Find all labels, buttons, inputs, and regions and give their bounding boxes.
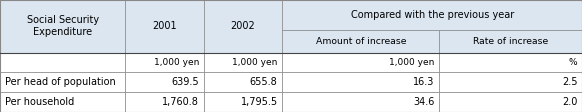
Text: 16.3: 16.3 bbox=[413, 77, 435, 87]
Bar bbox=[125, 0, 204, 53]
Text: Per head of population: Per head of population bbox=[5, 77, 115, 87]
Bar bbox=[282, 92, 439, 112]
Bar bbox=[282, 72, 439, 92]
Bar bbox=[204, 72, 282, 92]
Bar bbox=[0, 53, 125, 72]
Bar bbox=[439, 30, 582, 53]
Text: 655.8: 655.8 bbox=[250, 77, 278, 87]
Bar bbox=[204, 92, 282, 112]
Text: 639.5: 639.5 bbox=[172, 77, 199, 87]
Text: 1,760.8: 1,760.8 bbox=[162, 97, 199, 107]
Bar bbox=[0, 72, 125, 92]
Text: 2001: 2001 bbox=[152, 21, 177, 31]
Text: 2.5: 2.5 bbox=[562, 77, 577, 87]
Text: 1,000 yen: 1,000 yen bbox=[232, 58, 278, 67]
Text: %: % bbox=[569, 58, 577, 67]
Bar bbox=[439, 72, 582, 92]
Text: 2.0: 2.0 bbox=[562, 97, 577, 107]
Text: 1,795.5: 1,795.5 bbox=[240, 97, 278, 107]
Bar bbox=[204, 53, 282, 72]
Bar bbox=[204, 0, 282, 53]
Bar bbox=[125, 53, 204, 72]
Bar bbox=[282, 30, 439, 53]
Text: Per household: Per household bbox=[5, 97, 74, 107]
Text: 34.6: 34.6 bbox=[413, 97, 435, 107]
Text: Amount of increase: Amount of increase bbox=[315, 37, 406, 46]
Bar bbox=[125, 92, 204, 112]
Text: Social Security
Expenditure: Social Security Expenditure bbox=[27, 15, 98, 37]
Text: 2002: 2002 bbox=[230, 21, 255, 31]
Text: 1,000 yen: 1,000 yen bbox=[389, 58, 435, 67]
Bar bbox=[125, 72, 204, 92]
Text: 1,000 yen: 1,000 yen bbox=[154, 58, 199, 67]
Bar bbox=[439, 53, 582, 72]
Bar bbox=[0, 0, 125, 53]
Bar bbox=[282, 53, 439, 72]
Bar bbox=[0, 92, 125, 112]
Bar bbox=[282, 0, 582, 30]
Bar bbox=[439, 92, 582, 112]
Text: Compared with the previous year: Compared with the previous year bbox=[350, 10, 514, 20]
Text: Rate of increase: Rate of increase bbox=[473, 37, 548, 46]
